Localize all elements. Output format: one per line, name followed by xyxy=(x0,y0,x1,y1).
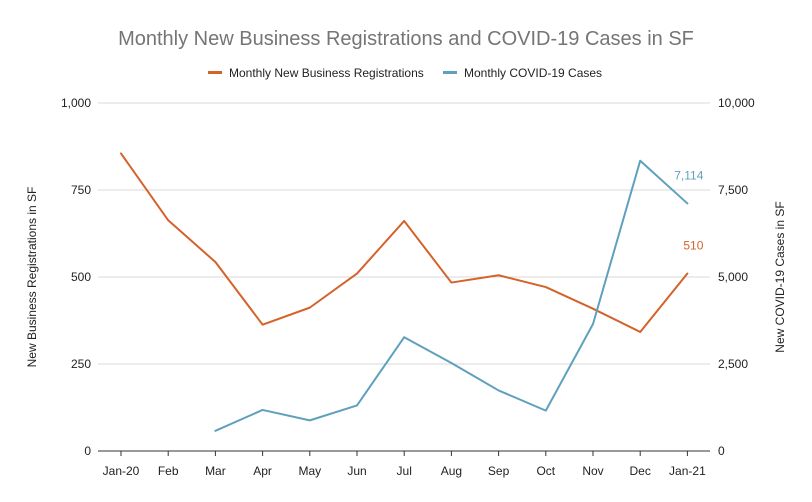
y-axis-left-label: New Business Registrations in SF xyxy=(25,187,39,368)
end-label-covid: 7,114 xyxy=(674,168,703,182)
x-tick-label: Aug xyxy=(441,464,462,478)
x-tick-label: Jun xyxy=(347,464,366,478)
x-tick-label: May xyxy=(298,464,321,478)
y2-tick-label: 0 xyxy=(718,444,725,458)
x-tick-label: Sep xyxy=(488,464,510,478)
end-labels: 510 7,114 xyxy=(674,168,703,252)
series-lines xyxy=(120,152,689,432)
x-tick-label: Jan-21 xyxy=(669,464,706,478)
y-tick-label: 250 xyxy=(71,357,91,371)
y2-tick-label: 7,500 xyxy=(718,183,748,197)
y-axis-left-ticks: 0 250 500 750 1,000 xyxy=(61,96,91,458)
x-tick-label: Feb xyxy=(158,464,179,478)
legend-label-covid: Monthly COVID-19 Cases xyxy=(464,66,602,80)
y2-tick-label: 10,000 xyxy=(718,96,755,110)
x-tick-label: Apr xyxy=(253,464,272,478)
y2-tick-label: 5,000 xyxy=(718,270,748,284)
x-tick-label: Dec xyxy=(630,464,651,478)
y-tick-label: 500 xyxy=(71,270,91,284)
y-tick-label: 750 xyxy=(71,183,91,197)
x-axis-ticks: Jan-20 Feb Mar Apr May Jun Jul Aug Sep Oct Nov Dec J… xyxy=(103,451,706,478)
y-axis-right-label: New COVID-19 Cases in SF xyxy=(773,201,787,352)
series-line-covid xyxy=(214,159,689,432)
y-tick-label: 0 xyxy=(84,444,91,458)
y-axis-right-ticks: 0 2,500 5,000 7,500 10,000 xyxy=(718,96,755,458)
y-tick-label: 1,000 xyxy=(61,96,91,110)
gridlines xyxy=(98,102,710,452)
legend-swatch-registrations xyxy=(208,71,222,74)
x-tick-label: Nov xyxy=(582,464,603,478)
series-line-registrations xyxy=(120,152,689,333)
legend-swatch-covid xyxy=(443,71,457,74)
x-tick-label: Jan-20 xyxy=(103,464,140,478)
x-tick-label: Mar xyxy=(205,464,226,478)
legend: Monthly New Business Registrations Month… xyxy=(208,66,602,80)
end-label-registrations: 510 xyxy=(683,239,703,253)
x-tick-label: Jul xyxy=(397,464,412,478)
chart-title: Monthly New Business Registrations and C… xyxy=(118,28,694,50)
x-tick-label: Oct xyxy=(536,464,555,478)
y2-tick-label: 2,500 xyxy=(718,357,748,371)
legend-label-registrations: Monthly New Business Registrations xyxy=(229,66,424,80)
